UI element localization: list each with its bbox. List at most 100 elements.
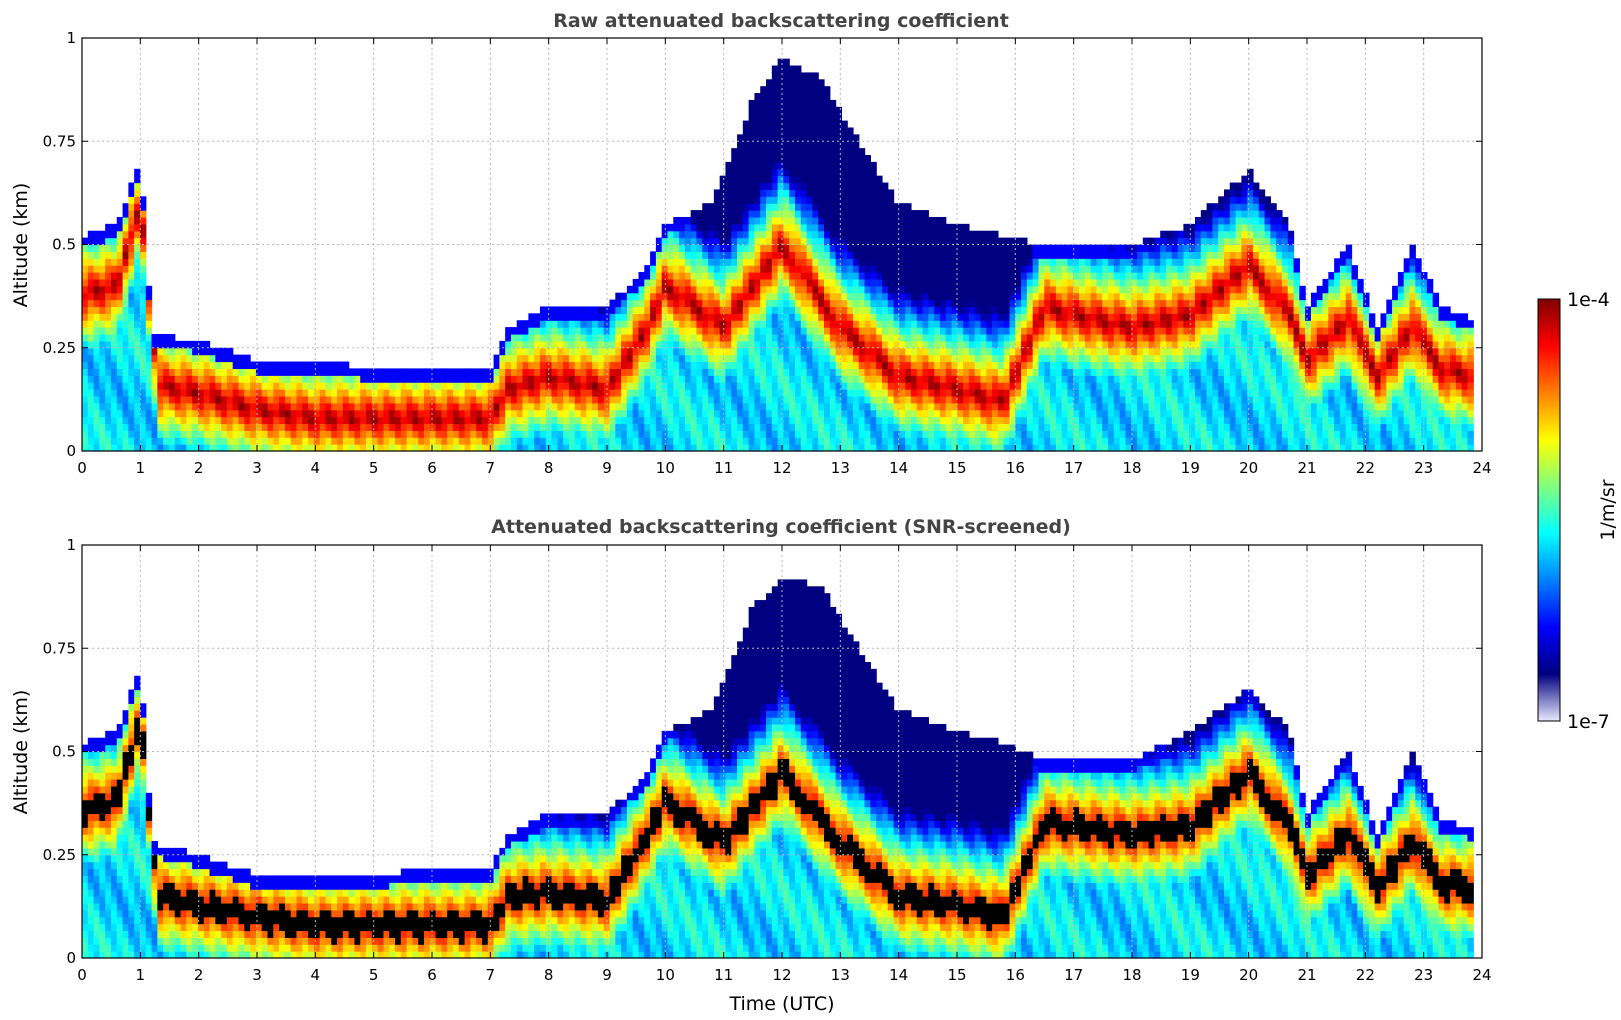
heatmap-cell bbox=[465, 389, 471, 396]
chart-title: Raw attenuated backscattering coefficien… bbox=[553, 10, 1009, 32]
heatmap-cell bbox=[673, 300, 679, 307]
heatmap-cell bbox=[88, 417, 94, 424]
heatmap-cell bbox=[639, 320, 645, 327]
heatmap-cell bbox=[795, 334, 801, 341]
heatmap-cell bbox=[766, 327, 772, 334]
heatmap-cell bbox=[1073, 286, 1079, 293]
heatmap-cell bbox=[969, 368, 975, 375]
heatmap-cell bbox=[644, 334, 650, 341]
heatmap-cell bbox=[146, 348, 152, 355]
heatmap-cell bbox=[934, 224, 940, 231]
heatmap-cell bbox=[1067, 286, 1073, 293]
heatmap-cell bbox=[99, 403, 105, 410]
heatmap-cell bbox=[650, 410, 656, 417]
heatmap-cell bbox=[743, 141, 749, 148]
heatmap-cell bbox=[610, 300, 616, 307]
heatmap-cell bbox=[354, 423, 360, 430]
heatmap-cell bbox=[123, 375, 129, 382]
heatmap-cell bbox=[331, 403, 337, 410]
heatmap-cell bbox=[117, 258, 123, 265]
heatmap-cell bbox=[766, 141, 772, 148]
heatmap-cell bbox=[268, 437, 274, 444]
heatmap-cell bbox=[934, 286, 940, 293]
heatmap-cell bbox=[1073, 396, 1079, 403]
heatmap-cell bbox=[1131, 334, 1137, 341]
heatmap-cell bbox=[540, 334, 546, 341]
heatmap-cell bbox=[830, 196, 836, 203]
heatmap-cell bbox=[725, 196, 731, 203]
heatmap-cell bbox=[720, 286, 726, 293]
heatmap-cell bbox=[99, 320, 105, 327]
heatmap-cell bbox=[836, 169, 842, 176]
heatmap-cell bbox=[192, 355, 198, 362]
heatmap-cell bbox=[778, 251, 784, 258]
heatmap-cell bbox=[1062, 348, 1068, 355]
heatmap-cell bbox=[517, 355, 523, 362]
heatmap-cell bbox=[1027, 396, 1033, 403]
heatmap-cell bbox=[534, 341, 540, 348]
heatmap-cell bbox=[702, 203, 708, 210]
heatmap-cell bbox=[789, 100, 795, 107]
heatmap-cell bbox=[575, 382, 581, 389]
heatmap-cell bbox=[783, 362, 789, 369]
heatmap-cell bbox=[140, 362, 146, 369]
heatmap-cell bbox=[795, 410, 801, 417]
heatmap-cell bbox=[1044, 355, 1050, 362]
heatmap-cell bbox=[1056, 368, 1062, 375]
heatmap-cell bbox=[482, 396, 488, 403]
heatmap-cell bbox=[633, 423, 639, 430]
heatmap-cell bbox=[957, 279, 963, 286]
heatmap-cell bbox=[766, 403, 772, 410]
heatmap-cell bbox=[853, 272, 859, 279]
heatmap-cell bbox=[812, 368, 818, 375]
heatmap-cell bbox=[882, 238, 888, 245]
heatmap-cell bbox=[859, 313, 865, 320]
heatmap-cell bbox=[691, 423, 697, 430]
heatmap-cell bbox=[181, 341, 187, 348]
heatmap-cell bbox=[824, 196, 830, 203]
heatmap-cell bbox=[563, 368, 569, 375]
heatmap-cell bbox=[859, 396, 865, 403]
heatmap-cell bbox=[192, 362, 198, 369]
heatmap-cell bbox=[291, 389, 297, 396]
heatmap-cell bbox=[1120, 286, 1126, 293]
heatmap-cell bbox=[1067, 258, 1073, 265]
heatmap-cell bbox=[789, 245, 795, 252]
heatmap-cell bbox=[325, 417, 331, 424]
heatmap-cell bbox=[714, 203, 720, 210]
heatmap-cell bbox=[969, 272, 975, 279]
heatmap-cell bbox=[94, 410, 100, 417]
heatmap-cell bbox=[163, 375, 169, 382]
heatmap-cell bbox=[82, 265, 88, 272]
heatmap-cell bbox=[743, 265, 749, 272]
heatmap-cell bbox=[186, 403, 192, 410]
heatmap-cell bbox=[667, 396, 673, 403]
heatmap-cell bbox=[181, 403, 187, 410]
heatmap-cell bbox=[783, 410, 789, 417]
heatmap-cell bbox=[685, 348, 691, 355]
heatmap-cell bbox=[836, 382, 842, 389]
heatmap-cell bbox=[262, 375, 268, 382]
heatmap-cell bbox=[702, 258, 708, 265]
heatmap-cell bbox=[691, 272, 697, 279]
heatmap-cell bbox=[981, 334, 987, 341]
heatmap-cell bbox=[749, 251, 755, 258]
heatmap-cell bbox=[366, 430, 372, 437]
heatmap-cell bbox=[656, 300, 662, 307]
heatmap-cell bbox=[82, 437, 88, 444]
heatmap-cell bbox=[772, 368, 778, 375]
heatmap-cell bbox=[534, 320, 540, 327]
heatmap-cell bbox=[569, 423, 575, 430]
heatmap-cell bbox=[94, 279, 100, 286]
heatmap-cell bbox=[1027, 258, 1033, 265]
heatmap-cell bbox=[841, 423, 847, 430]
heatmap-cell bbox=[940, 410, 946, 417]
heatmap-cell bbox=[1120, 368, 1126, 375]
heatmap-cell bbox=[749, 410, 755, 417]
heatmap-cell bbox=[424, 430, 430, 437]
heatmap-cell bbox=[859, 341, 865, 348]
heatmap-cell bbox=[1120, 396, 1126, 403]
heatmap-cell bbox=[581, 430, 587, 437]
heatmap-cell bbox=[917, 355, 923, 362]
heatmap-cell bbox=[963, 279, 969, 286]
